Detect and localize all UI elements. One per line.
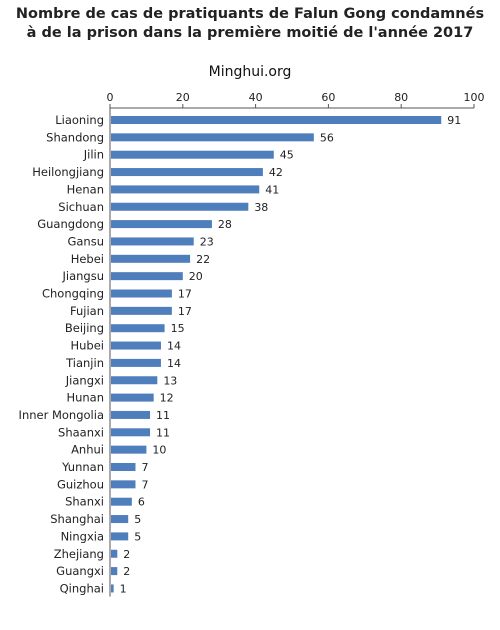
value-label: 7	[141, 461, 148, 474]
value-label: 14	[167, 357, 181, 370]
value-label: 5	[134, 513, 141, 526]
category-label: Ningxia	[61, 529, 104, 543]
bar	[111, 497, 132, 506]
category-label: Shaanxi	[58, 425, 104, 439]
value-label: 1	[120, 582, 127, 595]
bar	[111, 463, 136, 471]
category-label: Shandong	[46, 130, 104, 144]
bar	[111, 237, 194, 246]
value-label: 14	[167, 340, 181, 353]
bar	[111, 584, 114, 593]
value-label: 10	[152, 444, 166, 457]
bar	[111, 289, 172, 298]
value-label: 2	[123, 565, 130, 578]
bar	[111, 116, 442, 124]
bar	[111, 150, 274, 159]
value-label: 42	[269, 166, 283, 179]
category-label: Tianjin	[65, 356, 104, 370]
value-label: 7	[141, 478, 148, 491]
value-label: 11	[156, 426, 170, 439]
x-tick-label: 40	[249, 91, 263, 104]
value-label: 12	[160, 392, 174, 405]
chart-title-line-2: à de la prison dans la première moitié d…	[26, 25, 474, 41]
category-label: Inner Mongolia	[19, 408, 104, 422]
value-label: 41	[265, 183, 279, 196]
category-label: Fujian	[70, 304, 104, 318]
category-label: Guangxi	[56, 564, 104, 578]
category-label: Chongqing	[42, 287, 104, 301]
value-label: 17	[178, 288, 192, 301]
bar	[111, 324, 165, 333]
category-label: Liaoning	[55, 113, 104, 127]
chart-subtitle: Minghui.org	[208, 64, 292, 80]
category-label: Jiangxi	[65, 373, 104, 387]
category-label: Hubei	[70, 339, 104, 353]
category-label: Jilin	[83, 148, 104, 162]
bar	[111, 428, 151, 437]
bar	[111, 133, 314, 142]
value-label: 2	[123, 548, 130, 561]
category-label: Beijing	[65, 321, 104, 335]
category-label: Qinghai	[60, 581, 104, 595]
category-label: Henan	[67, 182, 104, 196]
value-label: 5	[134, 530, 141, 543]
category-label: Shanghai	[50, 512, 104, 526]
bar	[111, 532, 129, 541]
category-label: Anhui	[71, 443, 104, 457]
category-label: Gansu	[67, 234, 104, 248]
value-label: 22	[196, 253, 210, 266]
x-tick-label: 100	[464, 91, 485, 104]
category-label: Zhejiang	[54, 547, 104, 561]
value-label: 91	[447, 114, 461, 127]
bar	[111, 515, 129, 524]
bar	[111, 254, 191, 263]
bar	[111, 393, 154, 402]
bar	[111, 410, 151, 419]
bar	[111, 445, 147, 454]
bar	[111, 272, 183, 281]
bar	[111, 220, 212, 229]
value-label: 45	[280, 149, 294, 162]
value-label: 20	[189, 270, 203, 283]
category-label: Hunan	[66, 391, 104, 405]
value-label: 6	[138, 496, 145, 509]
value-label: 11	[156, 409, 170, 422]
x-tick-label: 60	[321, 91, 335, 104]
bar	[111, 185, 260, 194]
value-label: 23	[200, 235, 214, 248]
x-tick-label: 20	[176, 91, 190, 104]
category-label: Jiangsu	[61, 269, 104, 283]
chart-title-line-1: Nombre de cas de pratiquants de Falun Go…	[15, 6, 485, 22]
value-label: 13	[163, 374, 177, 387]
bar	[111, 168, 263, 177]
x-tick-label: 0	[107, 91, 114, 104]
value-label: 28	[218, 218, 232, 231]
bar	[111, 376, 158, 385]
category-label: Guangdong	[37, 217, 104, 231]
category-label: Guizhou	[57, 477, 104, 491]
value-label: 17	[178, 305, 192, 318]
bar	[111, 480, 136, 489]
bar	[111, 358, 161, 367]
bar	[111, 202, 249, 211]
bar	[111, 549, 118, 558]
value-label: 56	[320, 131, 334, 144]
category-label: Hebei	[71, 252, 104, 266]
x-tick-label: 80	[394, 91, 408, 104]
category-label: Shanxi	[65, 495, 104, 509]
bar	[111, 341, 161, 350]
value-label: 15	[171, 322, 185, 335]
category-label: Yunnan	[61, 460, 104, 474]
category-label: Heilongjiang	[32, 165, 104, 179]
category-label: Sichuan	[58, 200, 104, 214]
bar	[111, 306, 172, 315]
value-label: 38	[254, 201, 268, 214]
bar	[111, 567, 118, 576]
